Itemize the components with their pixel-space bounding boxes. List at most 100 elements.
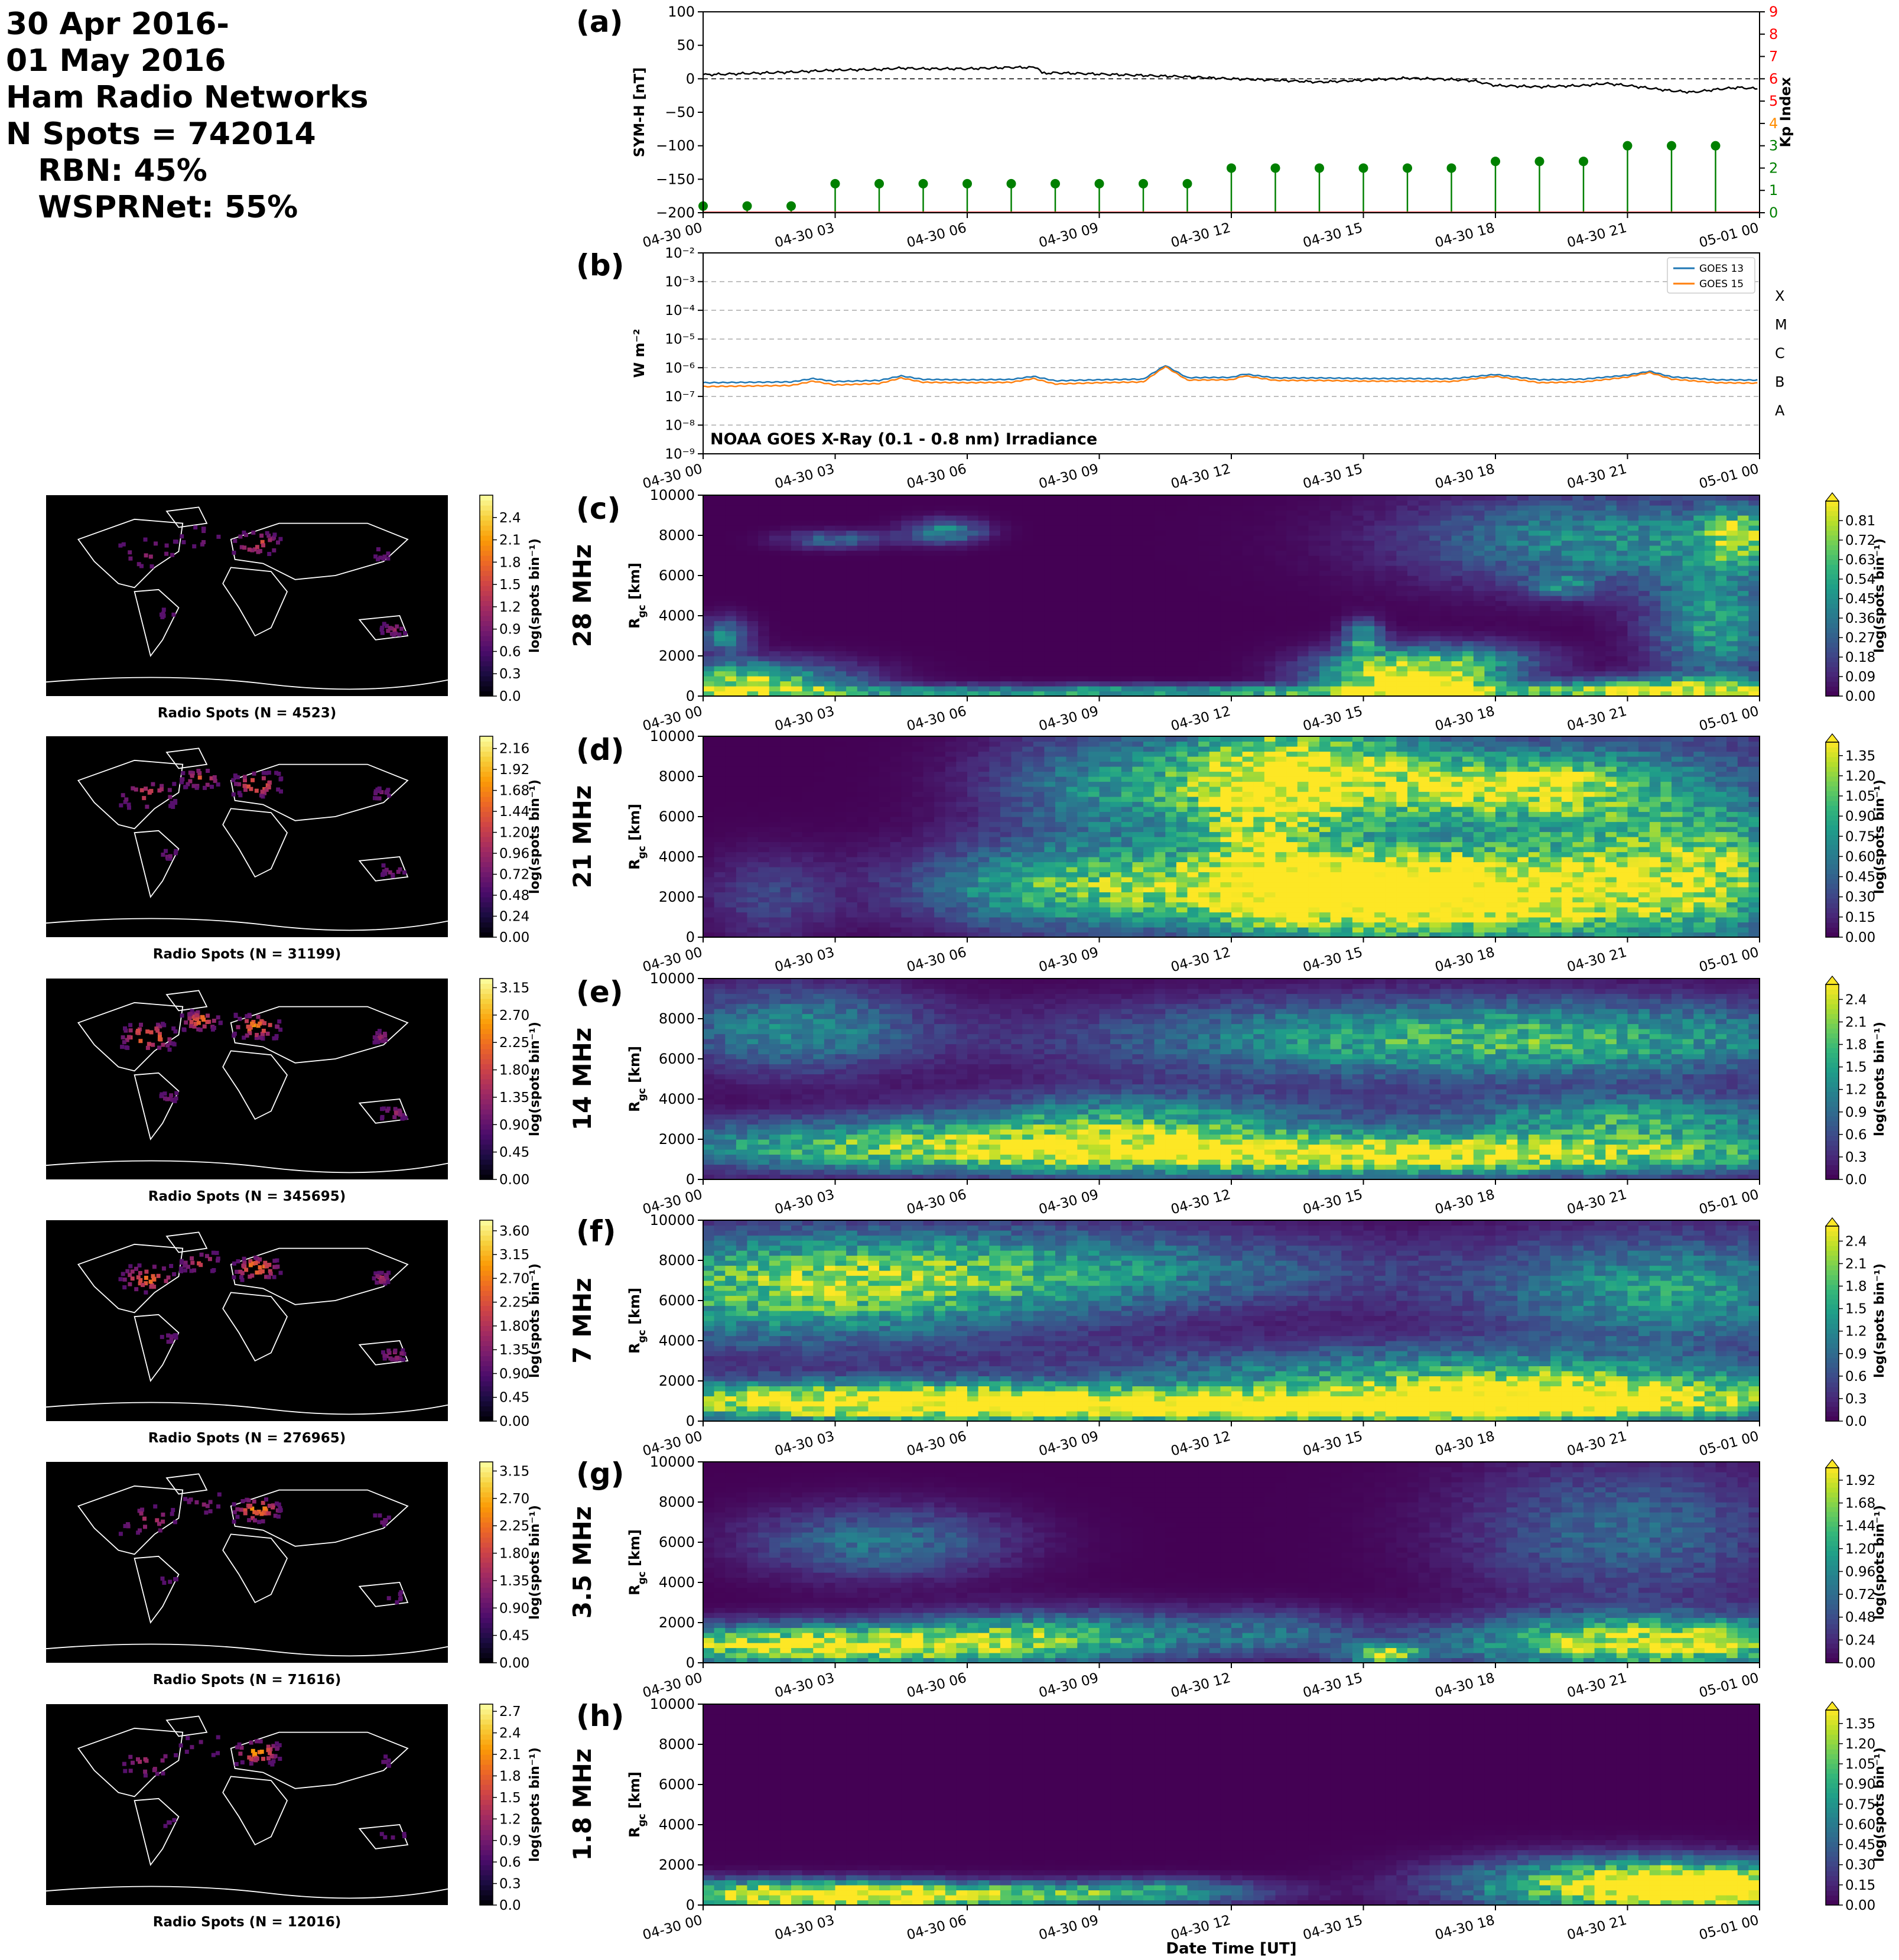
heatmap-cell xyxy=(1638,525,1650,531)
heatmap-cell xyxy=(1660,570,1672,576)
heatmap-cell xyxy=(1275,580,1287,586)
heatmap-cell xyxy=(1132,520,1144,526)
heatmap-cell xyxy=(824,600,836,606)
heatmap-cell xyxy=(1594,520,1606,526)
heatmap-cell xyxy=(736,576,748,581)
heatmap-cell xyxy=(703,570,715,576)
heatmap-cell xyxy=(747,520,759,526)
heatmap-cell xyxy=(1121,545,1133,551)
heatmap-cell xyxy=(747,932,759,938)
heatmap-cell xyxy=(934,686,946,692)
heatmap-cell xyxy=(857,922,869,928)
heatmap-cell xyxy=(1583,620,1595,626)
heatmap-cell xyxy=(736,620,748,626)
heatmap-cell xyxy=(846,646,858,652)
heatmap-cell xyxy=(1341,576,1353,581)
heatmap-cell xyxy=(890,771,902,777)
heatmap-cell xyxy=(1737,636,1749,642)
heatmap-cell xyxy=(1341,580,1353,586)
heatmap-cell xyxy=(1396,661,1408,667)
heatmap-cell xyxy=(780,847,792,853)
heatmap-cell xyxy=(769,580,781,586)
heatmap-cell xyxy=(1220,606,1232,612)
heatmap-cell xyxy=(1605,580,1617,586)
heatmap-cell xyxy=(1495,570,1507,576)
heatmap-cell xyxy=(923,570,935,576)
heatmap-cell xyxy=(846,837,858,843)
heatmap-cell xyxy=(758,676,770,682)
heatmap-cell xyxy=(747,550,759,556)
heatmap-cell xyxy=(758,771,770,777)
heatmap-cell xyxy=(835,555,847,561)
colorbar-segment xyxy=(1826,642,1839,648)
heatmap-cell xyxy=(912,686,924,692)
heatmap-cell xyxy=(747,691,759,697)
heatmap-cell xyxy=(1132,651,1144,656)
heatmap-cell xyxy=(1539,630,1551,636)
colorbar-segment xyxy=(1826,681,1839,687)
heatmap-cell xyxy=(736,817,748,823)
heatmap-cell xyxy=(1044,596,1056,602)
heatmap-cell xyxy=(703,736,715,742)
heatmap-cell xyxy=(758,545,770,551)
heatmap-cell xyxy=(1550,495,1562,501)
heatmap-cell xyxy=(978,671,990,677)
heatmap-cell xyxy=(1341,550,1353,556)
heatmap-cell xyxy=(725,776,737,782)
heatmap-cell xyxy=(1066,620,1078,626)
heatmap-cell xyxy=(868,676,880,682)
heatmap-cell xyxy=(923,681,935,687)
heatmap-cell xyxy=(1011,596,1023,602)
heatmap-cell xyxy=(824,811,836,817)
heatmap-cell xyxy=(901,545,913,551)
heatmap-cell xyxy=(1748,596,1760,602)
heatmap-cell xyxy=(912,630,924,636)
heatmap-cell xyxy=(1022,510,1034,516)
heatmap-cell xyxy=(714,797,726,802)
heatmap-cell xyxy=(1583,691,1595,697)
heatmap-cell xyxy=(1605,671,1617,677)
heatmap-cell xyxy=(1143,610,1155,616)
heatmap-cell xyxy=(1253,500,1265,506)
heatmap-cell xyxy=(1704,580,1716,586)
heatmap-cell xyxy=(879,495,891,501)
heatmap-cell xyxy=(725,932,737,938)
heatmap-cell xyxy=(1187,656,1199,662)
heatmap-cell xyxy=(747,872,759,877)
heatmap-cell xyxy=(1462,580,1474,586)
heatmap-cell xyxy=(813,540,825,546)
heatmap-cell xyxy=(791,510,803,516)
heatmap-cell xyxy=(780,656,792,662)
heatmap-cell xyxy=(1011,686,1023,692)
heatmap-cell xyxy=(802,882,814,888)
heatmap-cell xyxy=(1682,580,1694,586)
heatmap-cell xyxy=(1176,530,1188,536)
heatmap-cell xyxy=(1385,691,1397,697)
heatmap-cell xyxy=(1374,580,1386,586)
heatmap-cell xyxy=(1110,590,1122,596)
heatmap-cell xyxy=(1220,570,1232,576)
heatmap-cell xyxy=(1011,530,1023,536)
heatmap-cell xyxy=(868,515,880,521)
panel-label-a: (a) xyxy=(576,5,623,39)
heatmap-cell xyxy=(901,560,913,566)
heatmap-cell xyxy=(857,882,869,888)
heatmap-cell xyxy=(736,827,748,833)
map-colorbar-segment xyxy=(480,596,493,602)
heatmap-cell xyxy=(912,610,924,616)
heatmap-cell xyxy=(1506,666,1518,672)
map-colorbar-tick-label: 1.5 xyxy=(499,577,521,593)
heatmap-cell xyxy=(923,586,935,591)
heatmap-cell xyxy=(780,851,792,857)
heatmap-cell xyxy=(1528,590,1540,596)
heatmap-cell xyxy=(703,630,715,636)
colorbar-segment xyxy=(1826,632,1839,638)
heatmap-cell xyxy=(1473,580,1485,586)
colorbar-segment xyxy=(1826,579,1839,584)
heatmap-cell xyxy=(1308,626,1320,632)
heatmap-cell xyxy=(1088,671,1100,677)
heatmap-cell xyxy=(736,811,748,817)
heatmap-cell xyxy=(1583,555,1595,561)
heatmap-cell xyxy=(1506,626,1518,632)
heatmap-cell xyxy=(1396,576,1408,581)
